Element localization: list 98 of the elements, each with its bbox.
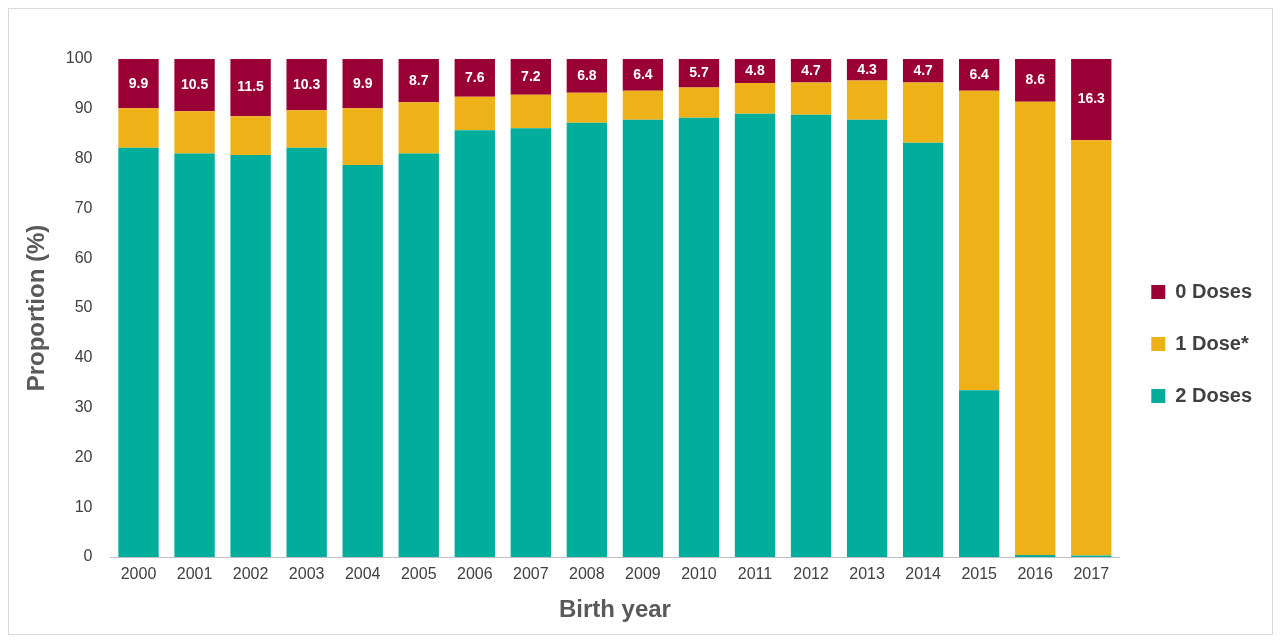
bar <box>1015 101 1056 556</box>
bar <box>174 111 215 154</box>
bar <box>174 153 215 557</box>
x-tick-label: 2016 <box>1017 565 1054 583</box>
data-label: 4.7 <box>801 61 821 78</box>
y-tick-label: 50 <box>74 298 93 316</box>
x-tick-label: 2001 <box>176 565 213 583</box>
data-label: 11.5 <box>237 78 265 95</box>
bar <box>286 147 327 557</box>
x-tick-label: 2004 <box>344 565 381 583</box>
bar <box>959 59 1000 91</box>
y-tick-label: 70 <box>74 198 93 216</box>
data-label: 9.9 <box>128 74 149 91</box>
data-label: 7.2 <box>521 67 541 84</box>
bar <box>846 119 888 557</box>
bar <box>902 82 944 143</box>
bar <box>454 59 495 97</box>
data-label: 8.7 <box>409 71 429 88</box>
bar <box>678 87 720 118</box>
x-tick-label: 2017 <box>1073 565 1110 583</box>
y-tick-label: 90 <box>74 99 93 117</box>
bar <box>622 90 664 120</box>
x-tick-label: 2002 <box>232 565 269 583</box>
bar <box>454 130 495 557</box>
data-label: 10.5 <box>180 76 209 92</box>
x-tick-label: 2007 <box>513 565 549 583</box>
bar <box>622 119 664 557</box>
x-tick-label: 2003 <box>288 565 325 583</box>
data-label: 4.7 <box>913 61 934 78</box>
bar <box>734 82 776 114</box>
bar <box>959 390 1000 557</box>
bar <box>118 59 159 109</box>
y-tick-label: 20 <box>74 447 93 465</box>
bar <box>230 59 271 117</box>
bar <box>510 94 551 129</box>
bar <box>286 110 327 148</box>
y-tick-label: 100 <box>65 49 93 67</box>
bar <box>790 82 832 115</box>
bar <box>342 165 383 557</box>
x-tick-label: 2005 <box>400 565 437 583</box>
bar <box>1071 140 1112 556</box>
y-tick-label: 60 <box>74 248 93 266</box>
data-label: 6.4 <box>633 65 653 82</box>
bar <box>342 108 383 166</box>
data-label: 8.6 <box>1025 71 1046 88</box>
y-tick-label: 80 <box>74 149 93 167</box>
data-label: 9.9 <box>352 74 373 91</box>
bar <box>622 59 664 91</box>
data-label: 6.8 <box>577 66 597 83</box>
bar <box>790 114 832 557</box>
bar <box>342 59 383 109</box>
data-label: 10.3 <box>293 75 321 92</box>
x-tick-label: 2013 <box>849 565 885 583</box>
legend-label: 2 Doses <box>1175 383 1253 406</box>
legend-label: 1 Dose* <box>1175 331 1249 354</box>
legend-label: 0 Doses <box>1175 279 1253 302</box>
data-label: 4.8 <box>745 61 765 78</box>
data-label: 6.4 <box>969 65 990 82</box>
bar <box>678 117 720 557</box>
bar <box>118 108 159 148</box>
data-label: 7.6 <box>465 68 485 85</box>
bar <box>398 102 439 154</box>
x-tick-label: 2010 <box>681 565 717 583</box>
y-axis-title: Proportion (%) <box>22 224 50 392</box>
bar <box>1015 59 1056 102</box>
bar <box>454 96 495 131</box>
bar <box>959 90 1000 391</box>
x-tick-label: 2012 <box>793 565 829 583</box>
x-tick-label: 2000 <box>120 565 157 583</box>
bar <box>118 147 159 557</box>
y-tick-label: 40 <box>74 348 93 366</box>
x-tick-label: 2011 <box>737 565 773 583</box>
y-tick-label: 10 <box>74 497 93 515</box>
bar <box>230 155 271 557</box>
x-tick-label: 2008 <box>569 565 605 583</box>
bar <box>846 80 888 120</box>
data-label: 16.3 <box>1077 90 1106 107</box>
x-tick-label: 2015 <box>961 565 998 583</box>
bar <box>230 116 271 156</box>
x-tick-label: 2006 <box>456 565 493 583</box>
bar <box>510 128 551 557</box>
bar <box>398 153 439 557</box>
bar <box>510 59 551 95</box>
y-tick-label: 0 <box>83 547 93 565</box>
x-axis-title: Birth year <box>558 595 671 623</box>
y-tick-label: 30 <box>74 398 93 416</box>
bar <box>1071 59 1112 141</box>
x-tick-label: 2009 <box>625 565 661 583</box>
data-label: 5.7 <box>689 64 709 81</box>
bar <box>734 113 776 557</box>
bar <box>566 122 608 557</box>
bar <box>286 59 327 111</box>
bar <box>566 92 608 123</box>
bar <box>174 59 215 112</box>
bar <box>398 59 439 103</box>
x-tick-label: 2014 <box>905 565 942 583</box>
bar <box>902 142 944 557</box>
data-label: 4.3 <box>857 60 878 77</box>
